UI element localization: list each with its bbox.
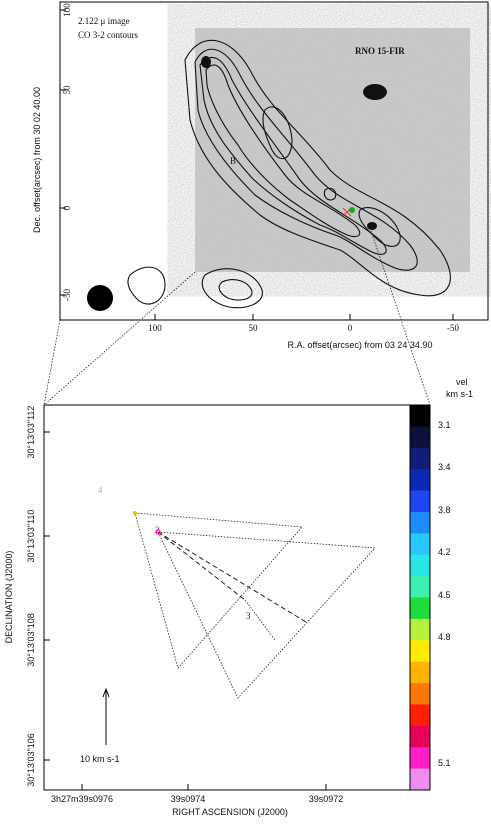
bottom-axes: [43, 404, 411, 791]
colorbar-segment: [410, 469, 430, 491]
x-tick-label: 0: [348, 323, 353, 333]
y-tick-label: -50: [62, 289, 72, 301]
x-tick-label: 39s0974: [171, 794, 206, 804]
colorbar-segment: [410, 490, 430, 513]
spot-label: 2: [155, 525, 160, 535]
colorbar-tick-label: 3.8: [438, 505, 451, 515]
source-marker: [349, 207, 355, 213]
colorbar-tick-label: 3.4: [438, 462, 451, 472]
y-tick-label: 30°13'03"110: [26, 510, 36, 563]
label: B: [230, 156, 236, 166]
colorbar-tick-label: 5.1: [438, 758, 451, 768]
outflow-axis: [157, 531, 307, 623]
star: [367, 222, 377, 230]
top-axes: [59, 1, 489, 321]
star: [201, 56, 211, 68]
spot-label: 4: [98, 485, 103, 495]
annotation: CO 3-2 contours: [78, 30, 138, 40]
colorbar-frame: [409, 404, 431, 791]
star: [363, 84, 387, 100]
y-tick-label: 0: [62, 205, 72, 210]
colorbar-segment: [410, 597, 430, 620]
beam: [87, 285, 113, 311]
y-tick-label: 50: [62, 85, 72, 95]
colorbar-segment: [410, 661, 430, 684]
colorbar-segment: [410, 405, 430, 427]
colorbar-segment: [410, 576, 430, 598]
x-tick-label: 39s0972: [309, 794, 344, 804]
colorbar-segment: [410, 533, 430, 556]
colorbar-segment: [410, 554, 430, 577]
x-tick-label: -50: [447, 323, 459, 333]
y-tick-label: 30°13'03"112: [26, 406, 36, 459]
colorbar-segment: [410, 725, 430, 748]
annotation: 2.122 μ image: [78, 16, 130, 26]
x-tick-label: 100: [148, 323, 162, 333]
colorbar-segment: [410, 447, 430, 470]
colorbar-segment: [410, 704, 430, 727]
source-name: RNO 15-FIR: [355, 46, 405, 56]
y-tick-label: 30°13'03"106: [26, 733, 36, 787]
y-axis-label: DECLINATION (J2000): [4, 551, 14, 644]
x-tick-label: 50: [249, 323, 259, 333]
image-noise: [195, 28, 470, 272]
x-tick-label: 3h27m39s0976: [51, 794, 113, 804]
contours: [127, 39, 451, 309]
colorbar-segment: [410, 426, 430, 449]
y-tick-label: 30°13'03"108: [26, 613, 36, 667]
colorbar-tick-label: 4.5: [438, 590, 451, 600]
colorbar-segment: [410, 618, 430, 641]
y-tick-label: 100: [62, 3, 72, 17]
colorbar-title: vel: [456, 377, 468, 387]
outflow-cone: [157, 531, 376, 699]
colorbar-tick-label: 3.1: [438, 420, 451, 430]
connector: [43, 227, 431, 406]
scale-arrow: [102, 687, 110, 745]
colorbar-segment: [410, 768, 430, 791]
spot-label: 3: [246, 611, 251, 621]
x-axis-label: RIGHT ASCENSION (J2000): [172, 807, 288, 817]
colorbar-segment: [410, 511, 430, 534]
maser-spot: [155, 529, 161, 535]
x-axis-label: R.A. offset(arcsec) from 03 24 34.90: [288, 340, 433, 350]
outflow-cone: [134, 512, 303, 669]
colorbar-segment: [410, 747, 430, 769]
colorbar-tick-label: 4.8: [438, 632, 451, 642]
maser-spot: [133, 511, 137, 515]
y-axis-label: Dec. offset(arcsec) from 30 02 40.00: [32, 87, 42, 233]
colorbar-tick-label: 4.2: [438, 547, 451, 557]
colorbar-segment: [410, 683, 430, 705]
vector: [244, 599, 276, 641]
scale-label: 10 km s-1: [80, 754, 120, 764]
colorbar-segment: [410, 640, 430, 662]
colorbar-unit: km s-1: [446, 389, 473, 399]
